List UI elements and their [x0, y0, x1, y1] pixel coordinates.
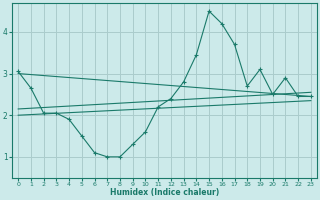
X-axis label: Humidex (Indice chaleur): Humidex (Indice chaleur)	[110, 188, 219, 197]
